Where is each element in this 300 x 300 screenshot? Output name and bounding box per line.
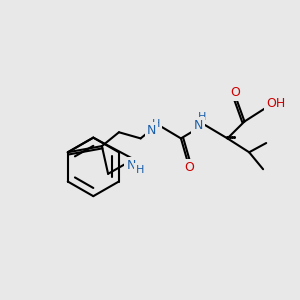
Text: OH: OH	[266, 97, 285, 110]
Text: N: N	[147, 124, 156, 137]
Text: H: H	[198, 112, 206, 122]
Text: N: N	[193, 119, 203, 132]
Text: N: N	[127, 159, 136, 172]
Text: H: H	[152, 119, 160, 129]
Text: H: H	[136, 165, 144, 175]
Text: O: O	[184, 161, 194, 174]
Text: O: O	[230, 86, 240, 99]
